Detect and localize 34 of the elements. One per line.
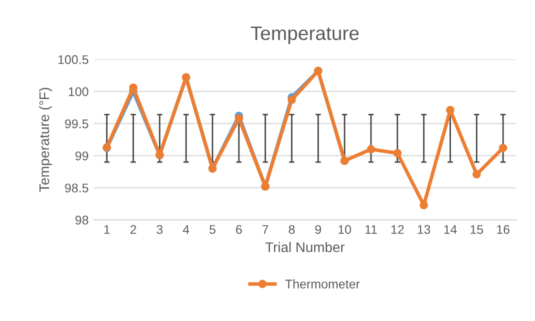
y-tick-label: 100.5: [58, 55, 88, 64]
x-tick-label: 15: [470, 225, 484, 234]
x-axis-title: Trial Number: [265, 242, 345, 252]
chart-title: Temperature: [250, 26, 359, 44]
point: [498, 144, 508, 152]
x-tick-label: 9: [315, 225, 322, 234]
x-tick-label: 5: [210, 225, 216, 234]
y-tick-label: 100: [68, 87, 88, 96]
point: [472, 170, 481, 178]
point: [129, 83, 138, 92]
x-tick-label: 6: [236, 225, 242, 234]
y-tick-label: 98: [75, 216, 88, 225]
x-tick-label: 13: [418, 225, 430, 234]
x-tick-label: 3: [156, 225, 163, 234]
x-tick-label: 1: [104, 225, 110, 234]
x-tick-label: 12: [391, 225, 404, 234]
x-tick-label: 2: [130, 225, 136, 234]
legend-label: Thermometer: [285, 279, 360, 288]
x-tick-label: 4: [182, 225, 190, 234]
y-tick-label: 99: [75, 151, 88, 160]
x-tick-label: 10: [338, 225, 352, 234]
y-tick-label: 98.5: [65, 184, 88, 192]
x-tick-label: 7: [262, 225, 268, 234]
point: [366, 145, 376, 154]
y-axis-title: Temperature (°F): [38, 88, 52, 192]
x-tick-label: 16: [497, 225, 510, 234]
x-tick-label: 11: [365, 225, 377, 234]
point: [446, 106, 454, 114]
x-tick-label: 14: [444, 225, 457, 234]
point: [288, 96, 296, 104]
x-tick-label: 8: [288, 225, 295, 234]
point: [393, 148, 402, 158]
point: [234, 114, 244, 123]
y-tick-label: 99.5: [65, 119, 88, 128]
